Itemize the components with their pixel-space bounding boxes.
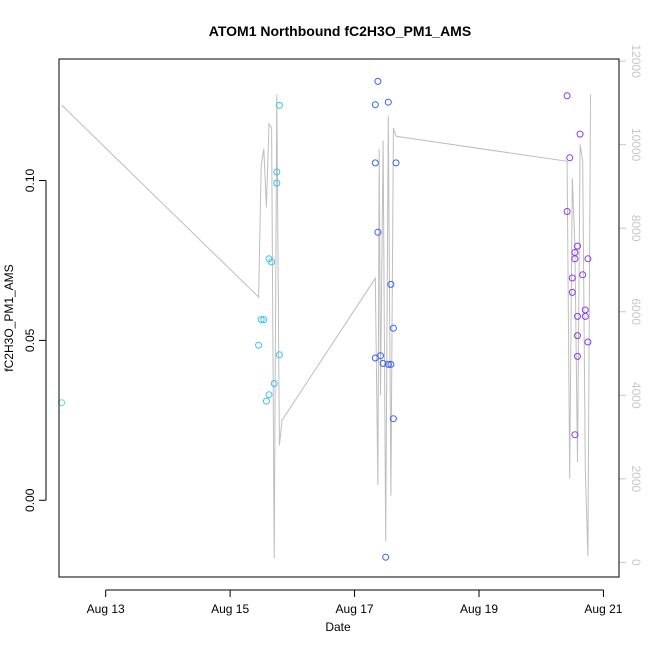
x-axis-title: Date: [325, 620, 351, 634]
data-point: [576, 130, 584, 138]
data-point: [581, 306, 589, 314]
y-tick-label: 0.00: [23, 488, 37, 512]
data-point: [579, 271, 587, 279]
data-point: [387, 360, 395, 368]
data-point: [273, 179, 281, 187]
x-tick-label: Aug 17: [336, 602, 374, 616]
y-tick-label: 0.10: [23, 169, 37, 193]
concentration-line: [61, 94, 591, 559]
data-point: [563, 208, 571, 215]
data-point: [584, 255, 592, 263]
data-point: [571, 249, 579, 256]
axes: Aug 13 Aug 15 Aug 17 Aug 19 Aug 21 0.00 0.05 0.…: [23, 44, 643, 615]
x-tick-label: Aug 13: [87, 602, 125, 616]
y2-tick-label: 2000: [629, 465, 643, 492]
data-point: [257, 316, 265, 324]
data-point: [262, 397, 270, 405]
data-point: [389, 324, 397, 332]
data-point: [260, 316, 268, 324]
data-point: [275, 351, 283, 359]
data-point: [371, 159, 379, 167]
y2-tick-label: 12000: [629, 44, 643, 78]
data-point: [371, 101, 379, 109]
data-point: [392, 159, 400, 167]
y2-tick-label: 6000: [629, 298, 643, 325]
data-point: [574, 242, 581, 250]
chart-title: ATOM1 Northbound fC2H3O_PM1_AMS: [209, 23, 471, 39]
y2-tick-label: 4000: [629, 382, 643, 409]
data-point: [574, 332, 581, 340]
y-axis-title: fC2H3O_PM1_AMS: [2, 264, 16, 371]
data-point: [389, 415, 397, 423]
x-tick-label: Aug 15: [211, 602, 249, 616]
y2-tick-label: 0: [629, 559, 643, 566]
data-point: [581, 312, 589, 320]
data-point: [379, 359, 387, 367]
x-tick-label: Aug 19: [460, 602, 498, 616]
data-point: [270, 380, 278, 387]
data-point: [382, 553, 390, 561]
data-point: [374, 77, 382, 85]
data-point: [275, 101, 283, 109]
data-point: [571, 431, 579, 439]
data-point: [265, 391, 273, 399]
data-point: [574, 312, 581, 320]
data-point: [384, 360, 392, 368]
concentration-line-series: [61, 94, 591, 559]
y2-tick-label: 10000: [629, 128, 643, 162]
data-point: [584, 338, 592, 346]
data-point: [255, 341, 263, 349]
data-point: [374, 228, 382, 236]
plot-frame: [58, 58, 620, 578]
point-series: [58, 77, 592, 561]
data-point: [563, 92, 571, 100]
data-point: [568, 274, 576, 282]
data-point: [568, 288, 576, 296]
data-point: [268, 258, 276, 266]
y-tick-label: 0.05: [23, 328, 37, 352]
x-tick-label: Aug 21: [584, 602, 622, 616]
data-point: [273, 168, 281, 176]
data-point: [574, 352, 581, 360]
data-point: [387, 280, 395, 288]
data-point: [566, 154, 574, 162]
data-point: [377, 352, 384, 360]
y2-tick-label: 8000: [629, 215, 643, 242]
data-point: [384, 98, 392, 106]
